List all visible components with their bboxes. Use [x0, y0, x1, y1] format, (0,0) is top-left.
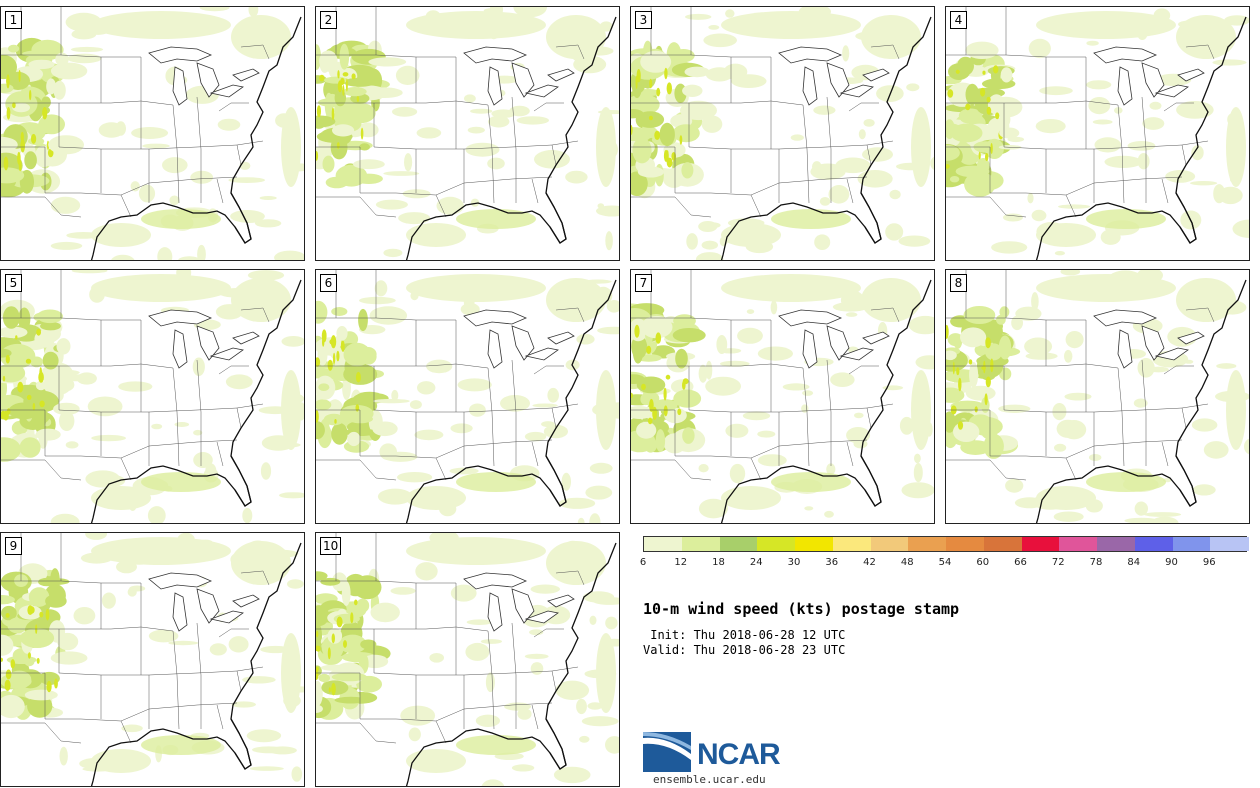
init-time: Init: Thu 2018-06-28 12 UTC — [643, 628, 846, 642]
colorbar-tick-label: 72 — [1051, 557, 1065, 568]
colorbar-tick-label: 54 — [938, 557, 952, 568]
colorbar-tick-label: 66 — [1014, 557, 1027, 568]
ensemble-member-map: 10 — [315, 532, 620, 787]
map-canvas — [1, 533, 304, 786]
colorbar — [643, 536, 1249, 552]
colorbar-segment — [832, 537, 871, 551]
member-number-label: 6 — [320, 274, 337, 292]
colorbar-segment — [1134, 537, 1173, 551]
colorbar-segment — [1097, 537, 1136, 551]
member-number-label: 2 — [320, 11, 337, 29]
colorbar-segment — [908, 537, 947, 551]
colorbar-tick-label: 12 — [674, 557, 688, 568]
ensemble-member-map: 4 — [945, 6, 1250, 261]
ensemble-member-map: 1 — [0, 6, 305, 261]
colorbar-segment — [681, 537, 720, 551]
ensemble-member-map: 7 — [630, 269, 935, 524]
map-canvas — [316, 7, 619, 260]
colorbar-tick-label: 36 — [825, 557, 839, 568]
colorbar-segment — [757, 537, 796, 551]
colorbar-tick-label: 60 — [976, 557, 990, 568]
ncar-logo-icon — [643, 732, 691, 772]
colorbar-segment — [1059, 537, 1098, 551]
colorbar-segment — [795, 537, 834, 551]
colorbar-segment — [719, 537, 758, 551]
map-canvas — [946, 270, 1249, 523]
member-number-label: 3 — [635, 11, 652, 29]
colorbar-segment — [1210, 537, 1249, 551]
member-number-label: 1 — [5, 11, 22, 29]
colorbar-tick-label: 42 — [863, 557, 876, 568]
map-canvas — [946, 7, 1249, 260]
ensemble-member-map: 9 — [0, 532, 305, 787]
map-canvas — [631, 270, 934, 523]
member-number-label: 10 — [320, 537, 342, 555]
colorbar-segment — [644, 537, 683, 551]
colorbar-tick-label: 96 — [1202, 557, 1216, 568]
ensemble-member-map: 2 — [315, 6, 620, 261]
colorbar-segment — [983, 537, 1022, 551]
map-canvas — [1, 7, 304, 260]
colorbar-segment — [1021, 537, 1060, 551]
ensemble-member-map: 5 — [0, 269, 305, 524]
map-canvas — [1, 270, 304, 523]
map-canvas — [316, 270, 619, 523]
ensemble-member-map: 3 — [630, 6, 935, 261]
colorbar-segment — [946, 537, 985, 551]
logo-url: ensemble.ucar.edu — [653, 773, 766, 786]
colorbar-tick-label: 78 — [1089, 557, 1103, 568]
member-number-label: 5 — [5, 274, 22, 292]
colorbar-tick-label: 84 — [1127, 557, 1141, 568]
colorbar-tick-label: 18 — [712, 557, 725, 568]
colorbar-tick-label: 48 — [900, 557, 914, 568]
colorbar-segment — [870, 537, 909, 551]
logo-wordmark: NCAR — [697, 738, 781, 771]
colorbar-tick-labels: 6 12 18 24 30 36 42 48 54 60 66 72 78 84 90 96 — [639, 557, 1260, 571]
map-canvas — [316, 533, 619, 786]
member-number-label: 4 — [950, 11, 967, 29]
colorbar-tick-label: 90 — [1165, 557, 1178, 568]
colorbar-segment — [1172, 537, 1211, 551]
colorbar-tick-label: 6 — [639, 557, 647, 568]
member-number-label: 7 — [635, 274, 652, 292]
member-number-label: 9 — [5, 537, 22, 555]
member-number-label: 8 — [950, 274, 967, 292]
ensemble-member-map: 6 — [315, 269, 620, 524]
valid-time: Valid: Thu 2018-06-28 23 UTC — [643, 643, 846, 657]
map-canvas — [631, 7, 934, 260]
colorbar-tick-label: 30 — [787, 557, 801, 568]
plot-title: 10-m wind speed (kts) postage stamp — [643, 600, 960, 618]
colorbar-tick-label: 24 — [749, 557, 763, 568]
ensemble-member-map: 8 — [945, 269, 1250, 524]
